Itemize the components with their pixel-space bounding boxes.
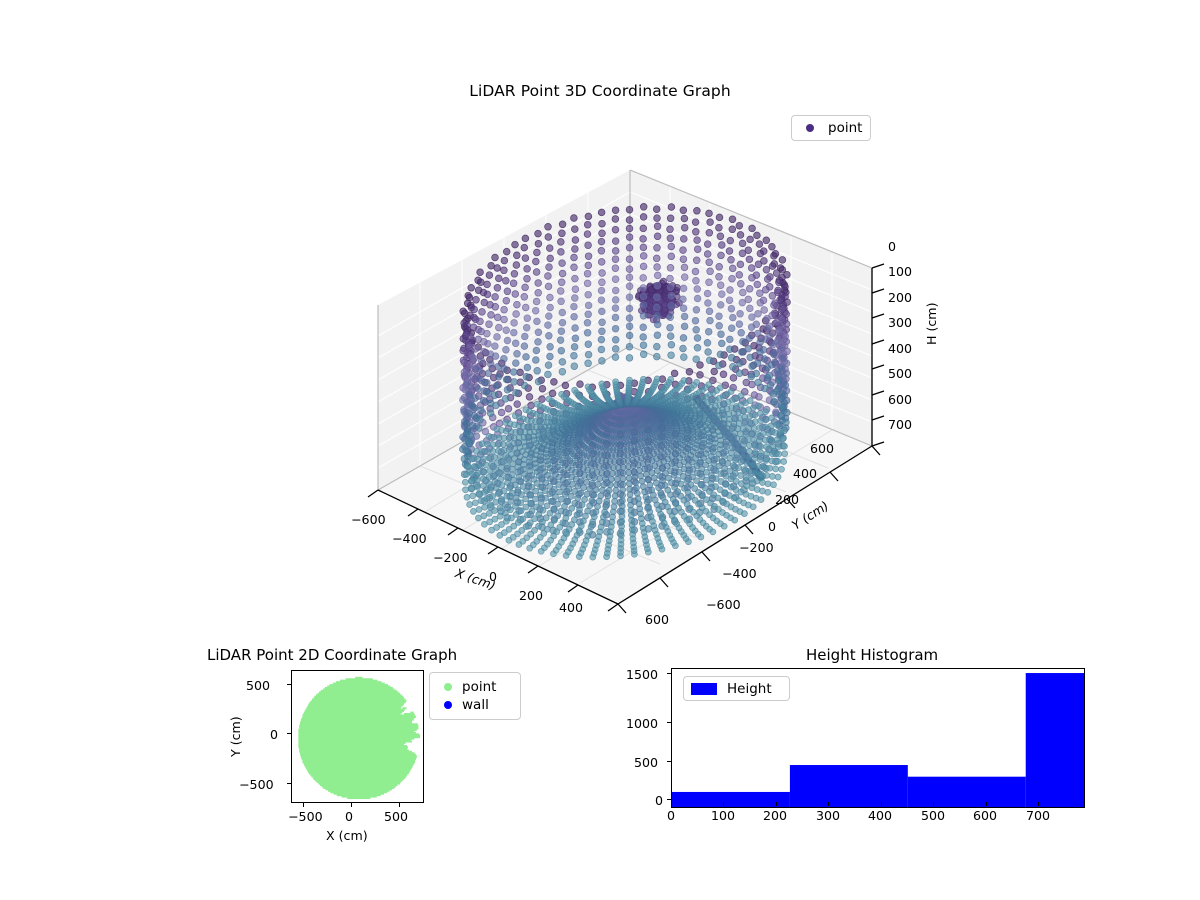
plot2d-xtick-0: −500 [288, 809, 323, 824]
histogram-xtickmark-7 [1038, 802, 1039, 806]
histogram-ytick-2: 1000 [626, 716, 658, 731]
plot3d-xtick-1: −400 [392, 531, 427, 546]
plot3d-ytick-2: −200 [739, 540, 774, 555]
histogram-xtick-7: 700 [1026, 808, 1050, 823]
point-marker-icon [806, 124, 814, 132]
histogram-xtickmark-5 [933, 802, 934, 806]
plot2d-ytickmark-1 [287, 733, 291, 734]
wall-marker-icon [444, 701, 452, 709]
plot2d-xlabel: X (cm) [326, 828, 368, 843]
plot3d-ytick-1: −400 [722, 566, 757, 581]
histogram-xtick-0: 0 [667, 808, 675, 823]
plot2d-xtickmark-0 [303, 803, 304, 807]
point-marker-icon [444, 683, 452, 691]
plot3d-ytick-0: −600 [706, 597, 741, 612]
plot2d-xtickmark-2 [399, 803, 400, 807]
histogram-xtick-5: 500 [921, 808, 945, 823]
plot3d-xtick-0: −600 [351, 512, 386, 527]
histogram-xtick-3: 300 [816, 808, 840, 823]
plot2d-legend: point wall [429, 672, 521, 720]
plot3d-axes[interactable] [300, 140, 920, 630]
plot2d-ytick-2: −500 [239, 777, 274, 792]
histogram-xtickmark-1 [723, 802, 724, 806]
histogram-ytick-1: 500 [634, 755, 658, 770]
legend-item-wall: wall [430, 696, 520, 714]
plot3d-ztick-6: 600 [888, 392, 912, 407]
legend-label-height: Height [727, 681, 772, 697]
histogram-xtick-2: 200 [763, 808, 787, 823]
plot2d-ytickmark-0 [287, 684, 291, 685]
histogram-xtickmark-4 [881, 802, 882, 806]
plot2d-ytick-1: 0 [270, 727, 278, 742]
plot2d-xtickmark-1 [351, 803, 352, 807]
histogram-ytick-0: 0 [655, 793, 663, 808]
histogram-xtick-1: 100 [711, 808, 735, 823]
plot2d-xtick-1: 0 [345, 809, 353, 824]
legend-item-point: point [792, 120, 870, 136]
histogram-ytick-3: 1500 [626, 667, 658, 682]
plot2d-axes[interactable] [291, 670, 424, 803]
plot2d-xtick-2: 500 [384, 809, 408, 824]
histogram-xtick-6: 600 [973, 808, 997, 823]
legend-label-wall: wall [462, 697, 489, 713]
matplotlib-figure: LiDAR Point 3D Coordinate Graph point [0, 0, 1200, 900]
plot3d-title: LiDAR Point 3D Coordinate Graph [0, 82, 1200, 100]
plot3d-xtick-5: 400 [559, 600, 583, 615]
plot3d-ztick-7: 700 [888, 417, 912, 432]
height-bar-icon [691, 683, 717, 695]
plot2d-canvas [292, 671, 424, 803]
legend-item-height: Height [684, 681, 789, 697]
plot2d-ytick-0: 500 [246, 678, 270, 693]
plot3d-xtick-2: −200 [433, 550, 468, 565]
legend-label-point: point [462, 679, 496, 695]
plot3d-legend: point [791, 115, 871, 141]
plot3d-xtick-4: 200 [519, 588, 543, 603]
plot3d-ztick-2: 200 [888, 290, 912, 305]
histogram-xtickmark-3 [828, 802, 829, 806]
plot3d-ytick-3: 0 [768, 519, 776, 534]
plot3d-ytick-5: 400 [793, 466, 817, 481]
plot3d-canvas [300, 140, 920, 630]
histogram-xtickmark-6 [986, 802, 987, 806]
plot3d-zlabel: H (cm) [924, 303, 939, 346]
plot3d-ztick-3: 300 [888, 315, 912, 330]
histogram-xtickmark-0 [671, 802, 672, 806]
histogram-ytickmark-3 [667, 673, 671, 674]
histogram-ytickmark-0 [667, 799, 671, 800]
histogram-legend: Height [683, 676, 790, 701]
plot3d-ztick-0: 0 [888, 239, 896, 254]
plot3d-ztick-5: 500 [888, 366, 912, 381]
histogram-wrap [600, 640, 1120, 860]
legend-item-point: point [430, 678, 520, 696]
plot3d-ytick-6: 600 [810, 441, 834, 456]
plot2d-ytickmark-2 [287, 783, 291, 784]
plot2d-ylabel: Y (cm) [228, 716, 243, 757]
plot3d-xtick-6: 600 [645, 612, 669, 627]
plot2d-point-cloud [298, 677, 420, 799]
histogram-ytickmark-1 [667, 761, 671, 762]
histogram-ytickmark-2 [667, 722, 671, 723]
plot3d-ztick-4: 400 [888, 341, 912, 356]
histogram-xtickmark-2 [776, 802, 777, 806]
plot3d-ytick-4: 200 [775, 492, 799, 507]
plot3d-ztick-1: 100 [888, 264, 912, 279]
histogram-xtick-4: 400 [868, 808, 892, 823]
legend-label-point: point [828, 120, 862, 136]
